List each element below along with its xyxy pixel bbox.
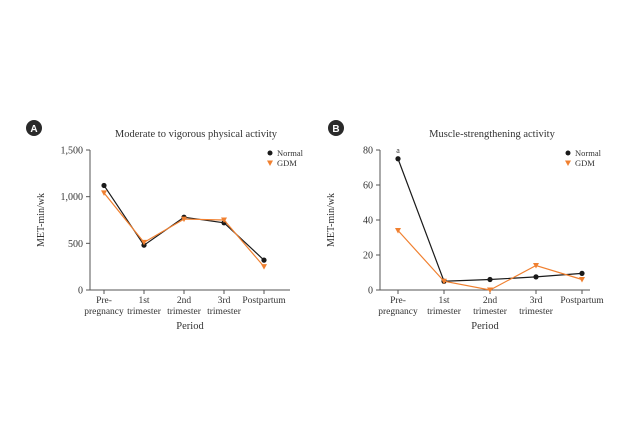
data-point-normal	[533, 274, 539, 280]
data-point-gdm	[533, 263, 539, 269]
chart-panel-b: B Muscle-strengthening activity 0 20 40 60 80 P…	[326, 120, 604, 332]
annotation: a	[396, 146, 400, 155]
legend-label: GDM	[575, 158, 595, 168]
y-axis-label: MET-min/wk	[326, 193, 337, 247]
y-tick-label: 60	[363, 181, 373, 192]
x-tick-label: Postpartum	[242, 296, 286, 306]
legend-label: GDM	[277, 158, 297, 168]
y-tick-label: 500	[68, 239, 83, 250]
data-point-gdm	[487, 287, 493, 293]
chart-title: Moderate to vigorous physical activity	[115, 129, 278, 140]
legend-marker-gdm	[267, 160, 273, 166]
y-tick-label: 40	[363, 216, 373, 227]
y-tick-label: 1,500	[61, 146, 84, 157]
panel-badge	[328, 120, 344, 136]
y-axis-label: MET-min/wk	[36, 193, 47, 247]
legend-label: Normal	[575, 148, 602, 158]
x-tick-label: 2nd	[483, 296, 498, 306]
data-point-gdm	[141, 239, 147, 246]
x-tick-label: trimester	[167, 307, 202, 317]
x-tick-label: trimester	[207, 307, 242, 317]
data-point-gdm	[441, 278, 447, 285]
x-tick-label: pregnancy	[84, 307, 124, 317]
series-line-gdm	[103, 192, 265, 268]
data-point-gdm	[221, 217, 227, 223]
x-axis-label: Period	[176, 321, 204, 332]
data-point-normal	[487, 276, 493, 283]
data-point-gdm	[261, 264, 267, 270]
x-tick-label: trimester	[427, 307, 462, 317]
data-point-normal	[101, 182, 107, 189]
x-tick-label: Pre-	[390, 296, 406, 306]
legend-marker-gdm	[565, 160, 571, 166]
x-tick-label: trimester	[127, 307, 162, 317]
data-point-gdm	[395, 228, 401, 234]
data-point-normal	[261, 257, 267, 263]
chart-panel-a: A Moderate to vigorous physical activity 0…	[26, 120, 304, 332]
data-point-gdm	[181, 216, 187, 223]
data-point-gdm	[101, 190, 107, 196]
x-axis-label: Period	[471, 321, 499, 332]
x-tick-label: trimester	[519, 307, 554, 317]
x-tick-label: Pre-	[96, 296, 112, 306]
data-point-normal	[579, 270, 585, 276]
x-tick-label: 3rd	[530, 296, 543, 306]
x-tick-label: Postpartum	[560, 296, 604, 306]
x-tick-label: pregnancy	[378, 307, 418, 317]
x-tick-label: 3rd	[218, 296, 231, 306]
chart-title: Muscle-strengthening activity	[429, 129, 555, 140]
x-tick-label: 2nd	[177, 296, 192, 306]
data-point-normal	[395, 156, 401, 162]
panel-label: B	[332, 124, 339, 135]
x-tick-label: trimester	[473, 307, 508, 317]
y-tick-label: 0	[78, 286, 83, 297]
x-tick-label: 1st	[138, 296, 149, 306]
legend-label: Normal	[277, 148, 304, 158]
y-tick-label: 20	[363, 251, 373, 262]
panel-label: A	[30, 124, 37, 135]
data-point-gdm	[579, 277, 585, 283]
y-tick-label: 80	[363, 146, 373, 157]
series-line-normal	[397, 158, 583, 282]
legend-marker-normal	[267, 150, 273, 156]
legend-marker-normal	[565, 150, 571, 156]
x-tick-label: 1st	[438, 296, 449, 306]
y-tick-label: 0	[368, 286, 373, 297]
panel-badge	[26, 120, 42, 136]
y-tick-label: 1,000	[61, 192, 84, 203]
